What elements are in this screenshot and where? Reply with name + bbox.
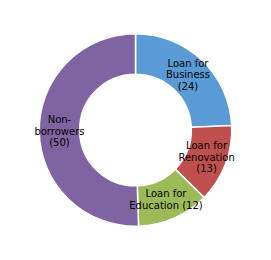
slice-label: Loan forEducation (12) [129, 188, 203, 211]
slice-label: Loan forRenovation(13) [178, 140, 234, 174]
wedge [137, 169, 204, 226]
labels: Loan forBusiness(24) Loan forRenovation(1… [34, 58, 234, 211]
chart: Loan forBusiness(24) Loan forRenovation(1… [0, 0, 271, 260]
slice-label: Loan forBusiness(24) [166, 58, 210, 92]
slice-label: Non-borrowers(50) [34, 114, 84, 148]
wedge [136, 34, 232, 128]
